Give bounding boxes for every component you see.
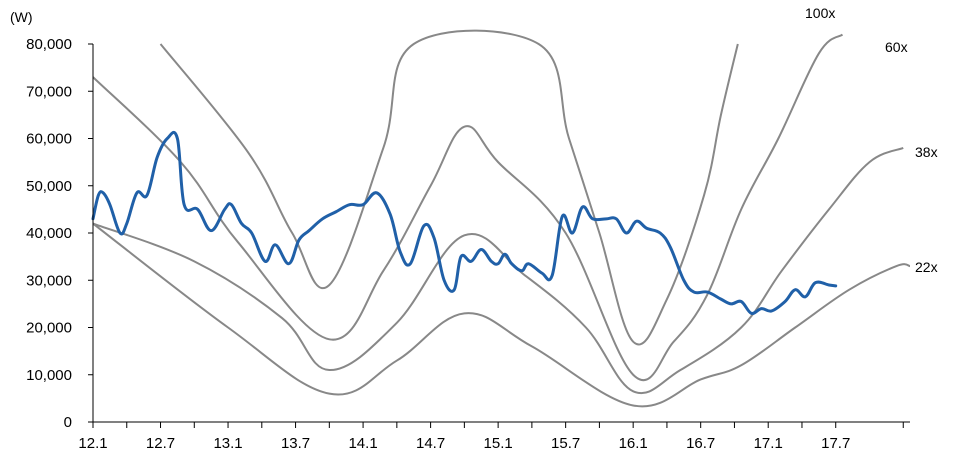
x-tick-label: 14.7 — [416, 435, 445, 452]
price-line — [91, 130, 838, 315]
y-tick-label: 70,000 — [26, 83, 72, 100]
price-line-group — [91, 130, 838, 315]
x-tick-label: 12.7 — [146, 435, 175, 452]
band-label-100x: 100x — [805, 5, 835, 21]
unit-label: (W) — [10, 9, 33, 25]
band-line-38x — [93, 147, 904, 395]
band-label-22x: 22x — [915, 259, 938, 275]
band-label-38x: 38x — [915, 144, 938, 160]
y-tick-label: 50,000 — [26, 178, 72, 195]
x-tick-label: 17.1 — [754, 435, 783, 452]
y-tick-label: 40,000 — [26, 225, 72, 242]
band-labels: 100x 60x 38x 22x — [805, 5, 938, 275]
y-tick-label: 30,000 — [26, 272, 72, 289]
x-tick-label: 14.1 — [348, 435, 377, 452]
y-tick-label: 10,000 — [26, 367, 72, 384]
y-tick-label: 0 — [64, 414, 72, 431]
band-line-100x — [159, 29, 739, 346]
y-tick-label: 60,000 — [26, 131, 72, 148]
valuation-bands — [93, 29, 911, 408]
band-line-60x — [93, 33, 844, 382]
x-tick-label: 15.7 — [551, 435, 580, 452]
x-tick-label: 13.7 — [281, 435, 310, 452]
x-tick-label: 16.1 — [619, 435, 648, 452]
band-label-60x: 60x — [885, 39, 908, 55]
y-tick-label: 20,000 — [26, 320, 72, 337]
band-line-22x — [93, 222, 911, 408]
x-tick-label: 12.1 — [78, 435, 107, 452]
x-tick-label: 15.1 — [484, 435, 513, 452]
x-tick-label: 16.7 — [686, 435, 715, 452]
y-tick-label: 80,000 — [26, 36, 72, 53]
axes: 0 10,000 20,000 30,000 40,000 50,000 60,000 70,… — [26, 36, 910, 452]
x-tick-label: 13.1 — [213, 435, 242, 452]
x-tick-label: 17.7 — [821, 435, 850, 452]
